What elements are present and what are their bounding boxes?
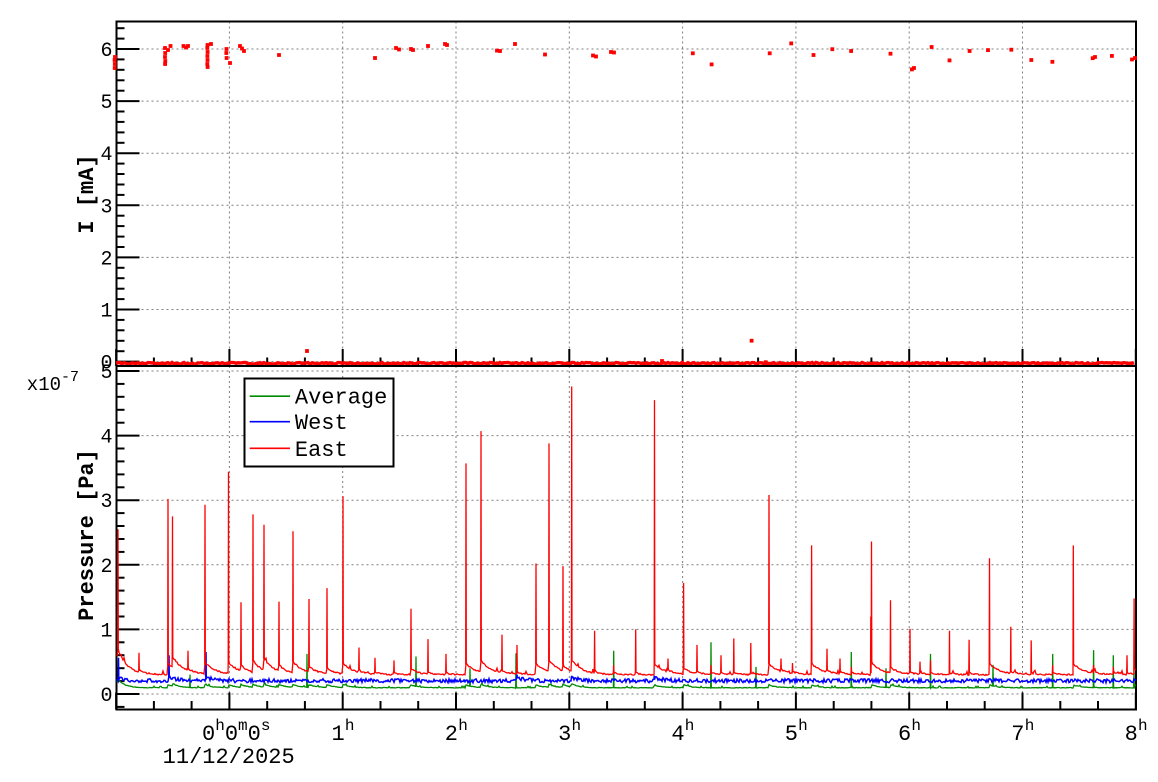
svg-text:4: 4: [100, 427, 112, 450]
svg-text:3: 3: [100, 196, 112, 219]
svg-text:8: 8: [1125, 722, 1138, 747]
svg-text:Pressure [Pa]: Pressure [Pa]: [75, 449, 100, 621]
svg-text:4: 4: [671, 722, 684, 747]
svg-text:3: 3: [558, 722, 571, 747]
svg-text:2: 2: [100, 248, 112, 271]
svg-text:0h0m0s: 0h0m0s: [202, 717, 270, 747]
svg-text:6: 6: [100, 40, 112, 63]
svg-text:5: 5: [100, 92, 112, 115]
svg-text:4: 4: [100, 144, 112, 167]
svg-text:h: h: [572, 717, 582, 735]
svg-text:Average: Average: [295, 386, 387, 411]
svg-text:I [mA]: I [mA]: [75, 154, 100, 233]
svg-text:h: h: [345, 717, 355, 735]
svg-text:3: 3: [100, 491, 112, 514]
svg-text:h: h: [685, 717, 695, 735]
svg-text:h: h: [1025, 717, 1035, 735]
svg-text:1: 1: [331, 722, 344, 747]
svg-text:6: 6: [898, 722, 911, 747]
svg-text:East: East: [295, 438, 348, 463]
svg-text:1: 1: [100, 620, 112, 643]
svg-text:1: 1: [100, 301, 112, 324]
svg-text:0: 0: [100, 685, 112, 708]
svg-text:5: 5: [785, 722, 798, 747]
svg-text:h: h: [458, 717, 468, 735]
svg-text:h: h: [911, 717, 921, 735]
svg-text:2: 2: [445, 722, 458, 747]
svg-text:5: 5: [100, 362, 112, 385]
svg-text:h: h: [798, 717, 808, 735]
svg-text:h: h: [1138, 717, 1148, 735]
svg-text:2: 2: [100, 556, 112, 579]
svg-text:0: 0: [100, 353, 112, 376]
svg-text:11/12/2025: 11/12/2025: [163, 745, 295, 770]
svg-text:West: West: [295, 411, 348, 436]
svg-text:7: 7: [1011, 722, 1024, 747]
